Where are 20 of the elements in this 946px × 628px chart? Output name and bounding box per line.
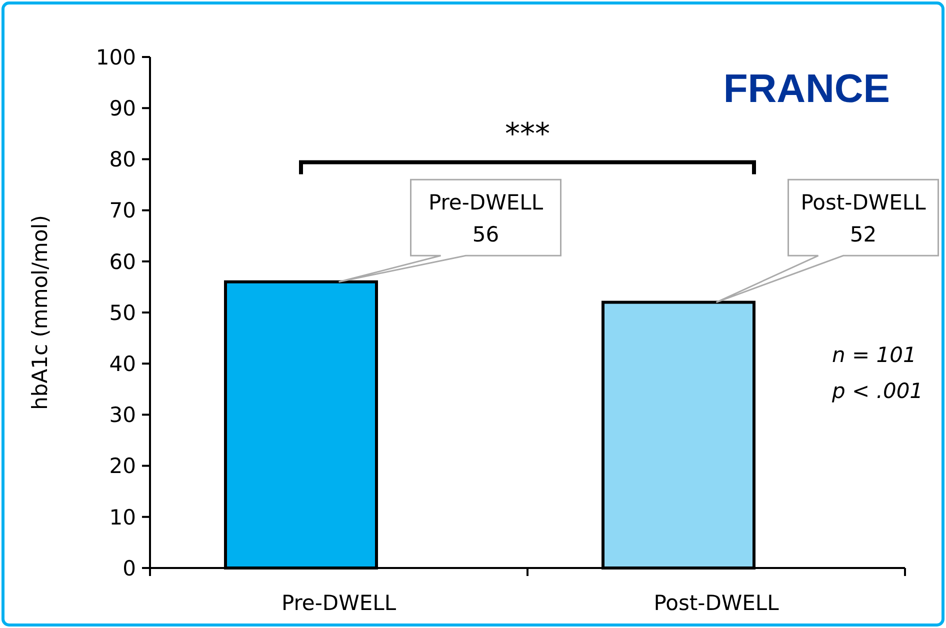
- y-tick-label: 0: [122, 556, 136, 580]
- y-tick-label: 30: [109, 403, 136, 428]
- annotation: p < .001: [831, 379, 924, 403]
- y-tick-label: 100: [96, 45, 136, 70]
- y-tick-label: 80: [109, 148, 136, 172]
- y-tick-label: 10: [109, 505, 136, 530]
- annotation: ***: [505, 117, 550, 152]
- y-tick-label: 50: [109, 300, 136, 325]
- text: 56: [472, 222, 500, 247]
- y-tick-label: 70: [109, 198, 136, 223]
- chart-title: FRANCE: [723, 67, 890, 111]
- y-tick-label: 90: [109, 96, 136, 120]
- y-tick-label: 40: [109, 352, 136, 376]
- text: 52: [850, 222, 877, 247]
- y-axis-title: hbA1c (mmol/mol): [28, 215, 52, 410]
- y-tick-label: 20: [109, 454, 136, 478]
- annotation: n = 101: [832, 343, 916, 367]
- category-label: Pre-DWELL: [281, 591, 396, 615]
- category-label: Post-DWELL: [654, 591, 779, 615]
- y-tick-label: 60: [109, 250, 136, 274]
